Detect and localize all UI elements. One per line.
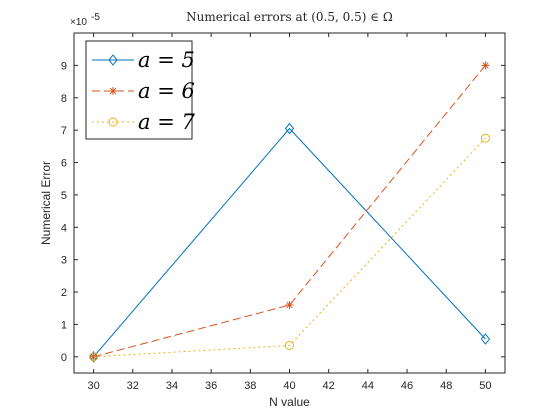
series-line-1 <box>93 65 486 358</box>
y-tick-label: 2 <box>61 287 67 299</box>
data-point-0-1 <box>284 122 295 135</box>
y-exponent-label: ×10 <box>70 17 87 28</box>
x-tick-label: 32 <box>127 380 139 392</box>
legend-label-2: a = 7 <box>138 110 195 134</box>
data-point-1-0 <box>89 352 98 361</box>
data-point-2-1 <box>285 340 294 350</box>
legend-marker-1 <box>109 87 117 95</box>
y-tick-label: 4 <box>61 222 67 234</box>
y-tick-label: 6 <box>61 158 67 170</box>
data-point-2-2 <box>480 133 490 143</box>
chart-title: Numerical errors at (0.5, 0.5) ∈ Ω <box>186 10 393 24</box>
x-tick-label: 48 <box>440 380 452 392</box>
x-tick-label: 38 <box>244 380 256 392</box>
y-tick-label: 3 <box>61 255 67 267</box>
x-tick-label: 42 <box>323 380 335 392</box>
legend-box <box>85 40 193 140</box>
y-axis-label: Numerical Error <box>39 161 53 245</box>
data-point-1-2 <box>481 61 490 70</box>
data-point-2-0 <box>89 352 99 362</box>
legend-label-1: a = 6 <box>138 79 195 103</box>
legend-label-0: a = 5 <box>138 48 195 72</box>
y-tick-label: 1 <box>61 319 67 331</box>
x-tick-label: 44 <box>362 380 374 392</box>
x-tick-label: 50 <box>479 380 491 392</box>
y-tick-label: 9 <box>61 60 67 72</box>
legend-marker-2 <box>108 117 118 127</box>
series-line-2 <box>93 137 486 358</box>
x-tick-label: 46 <box>401 380 413 392</box>
x-tick-label: 36 <box>205 380 217 392</box>
y-tick-label: 0 <box>61 352 67 364</box>
data-point-0-2 <box>480 333 491 345</box>
y-tick-label: 5 <box>61 190 67 202</box>
data-point-0-0 <box>88 351 99 363</box>
x-tick-label: 40 <box>283 380 295 392</box>
x-tick-label: 30 <box>87 380 99 392</box>
y-exponent-power: -5 <box>91 12 100 23</box>
y-tick-label: 8 <box>61 93 67 105</box>
x-tick-label: 34 <box>166 380 178 392</box>
series-line-0 <box>93 127 486 358</box>
x-axis-label: N value <box>269 395 310 409</box>
legend-marker-0 <box>108 54 118 66</box>
data-point-1-1 <box>285 301 294 309</box>
y-tick-label: 7 <box>61 125 67 137</box>
